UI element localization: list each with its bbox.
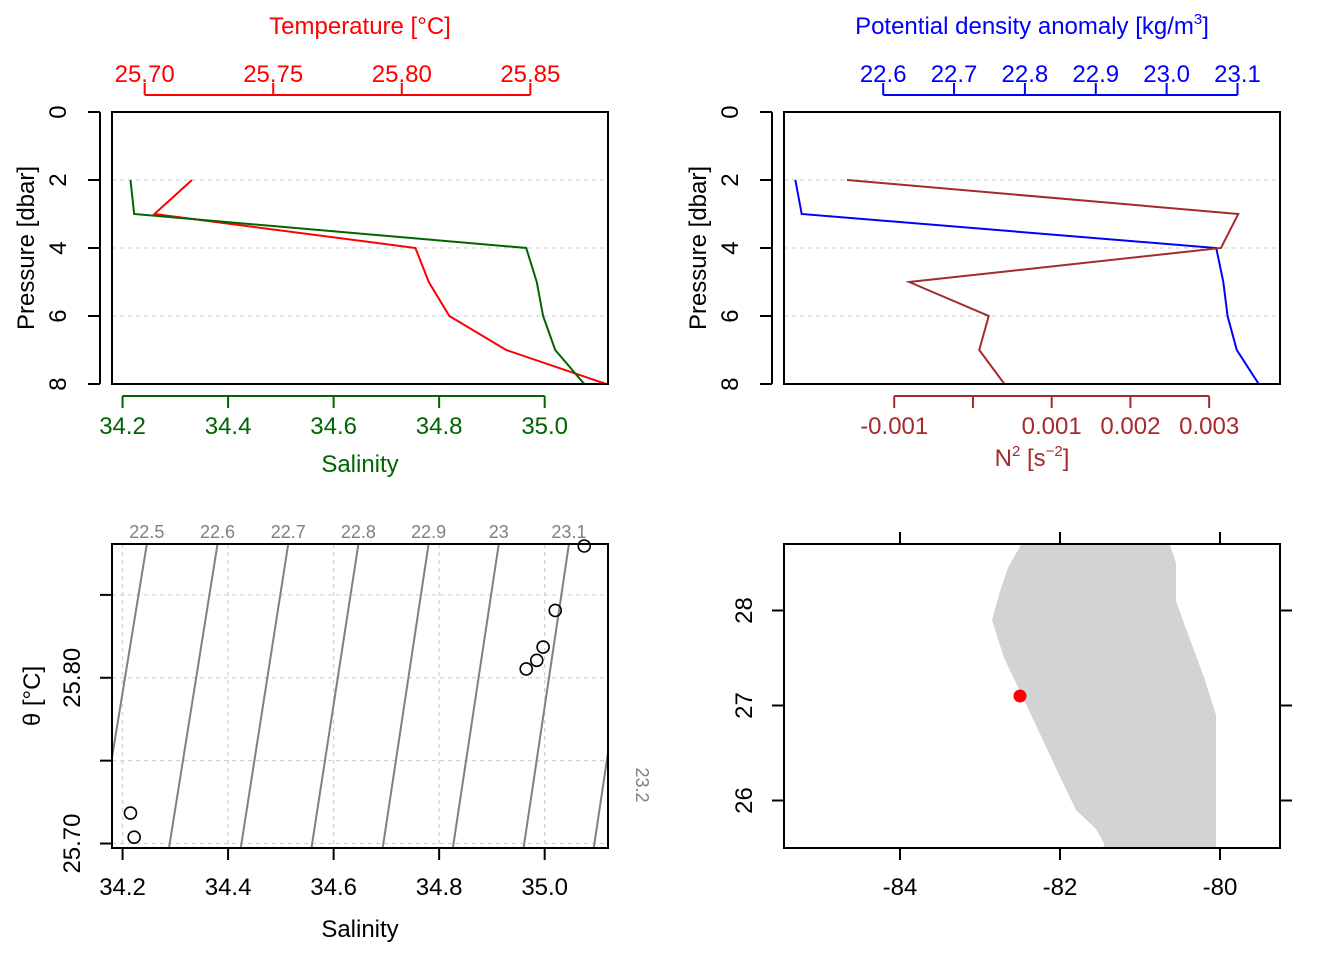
y-tick-label: 25.80 [59, 648, 86, 708]
bottom-tick-label: 0.001 [1022, 413, 1082, 440]
bottom-axis-label: Salinity [321, 451, 398, 478]
isopycnal-lines [112, 544, 608, 848]
y-tick-label: 8 [717, 377, 744, 390]
isopycnal-line [112, 544, 148, 764]
plot-frame [111, 543, 609, 849]
map-frame [783, 543, 1281, 849]
x-tick-label: 35.0 [521, 874, 568, 901]
plot-frame [111, 111, 609, 385]
x-tick-label: 34.8 [416, 874, 463, 901]
bottom-tick-label: 34.2 [99, 413, 146, 440]
panel-ts-diagram: 22.5 22.6 22.7 22.8 22.9 23 23.1 23.2 34.2 34.4 34… [19, 522, 652, 943]
top-axis-label: Potential density anomaly [kg/m3] [855, 11, 1209, 40]
top-tick-label: 22.8 [1002, 61, 1049, 88]
bottom-tick-label: -0.001 [860, 413, 928, 440]
y-tick-label: 2 [717, 173, 744, 186]
isopycnal-line [167, 544, 219, 848]
x-tick-label: -80 [1203, 874, 1238, 901]
isopycnal-label: 22.7 [271, 522, 306, 542]
y-tick-label: 25.70 [59, 813, 86, 873]
station-marker [1013, 689, 1027, 703]
bottom-axis-label: N2 [s−2] [995, 443, 1070, 472]
x-axis-label: Salinity [321, 916, 398, 943]
top-tick-label: 25.85 [500, 61, 560, 88]
data-point [127, 830, 141, 845]
series-line-0 [152, 179, 607, 385]
data-point [536, 640, 550, 654]
x-tick-label: 34.4 [205, 874, 252, 901]
y-axis-label: θ [°C] [19, 666, 46, 726]
top-tick-label: 22.6 [860, 61, 907, 88]
x-tick-label: -82 [1043, 874, 1078, 901]
bottom-tick-label: 0.002 [1100, 413, 1160, 440]
data-point [123, 806, 138, 820]
isopycnal-label: 23 [489, 522, 509, 542]
data-point [577, 539, 592, 553]
bottom-tick-label: 34.6 [310, 413, 357, 440]
x-tick-label: -84 [883, 874, 918, 901]
y-tick-label: 28 [731, 597, 758, 624]
top-tick-label: 25.75 [243, 61, 303, 88]
isopycnal-line [381, 544, 430, 848]
y-tick-label: 8 [45, 377, 72, 390]
y-axis-label: Pressure [dbar] [13, 166, 40, 330]
y-tick-label: 6 [45, 309, 72, 322]
x-tick-label: 34.2 [99, 874, 146, 901]
isopycnal-line [451, 544, 500, 848]
y-tick-label: 6 [717, 309, 744, 322]
top-tick-label: 22.7 [931, 61, 978, 88]
isopycnal-line [592, 745, 608, 848]
isopycnal-line [310, 544, 360, 848]
isopycnal-label: 23.1 [551, 522, 586, 542]
y-tick-label: 2 [45, 173, 72, 186]
series-line-1 [129, 179, 586, 385]
series-line-1 [846, 179, 1240, 385]
y-tick-label: 0 [45, 105, 72, 118]
isopycnal-label: 22.5 [129, 522, 164, 542]
top-tick-label: 23.0 [1143, 61, 1190, 88]
data-point [548, 603, 563, 618]
map-layer [992, 544, 1216, 848]
y-tick-label: 0 [717, 105, 744, 118]
isopycnal-label: 22.9 [411, 522, 446, 542]
y-tick-label: 4 [717, 241, 744, 254]
plot-frame [783, 111, 1281, 385]
top-tick-label: 23.1 [1214, 61, 1261, 88]
bottom-tick-label: 34.8 [416, 413, 463, 440]
data-point [529, 653, 544, 668]
isopycnal-line [239, 544, 290, 848]
y-axis-label: Pressure [dbar] [685, 166, 712, 330]
isopycnal-line [522, 544, 570, 848]
y-tick-label: 26 [731, 787, 758, 814]
x-tick-label: 34.6 [310, 874, 357, 901]
bottom-tick-label: 0.003 [1179, 413, 1239, 440]
y-tick-label: 4 [45, 241, 72, 254]
top-tick-label: 22.9 [1072, 61, 1119, 88]
bottom-tick-label: 34.4 [205, 413, 252, 440]
data-point [519, 662, 534, 676]
panel-temperature-salinity: 0 2 4 6 8 Pressure [dbar] 25.70 25.75 25.80 25.85… [13, 13, 609, 478]
isopycnal-label: 23.2 [632, 767, 652, 802]
land-polygon [992, 544, 1216, 848]
isopycnal-label: 22.8 [341, 522, 376, 542]
bottom-tick-label: 35.0 [521, 413, 568, 440]
top-tick-label: 25.80 [372, 61, 432, 88]
panel-station-map: -84 -82 -80 26 27 28 [731, 532, 1292, 901]
isopycnal-label: 22.6 [200, 522, 235, 542]
panel-density-n2: 0 2 4 6 8 Pressure [dbar] 22.6 22.7 22.8 22.9 23.0… [685, 11, 1281, 472]
top-axis-label: Temperature [°C] [269, 13, 451, 40]
series-line-0 [794, 179, 1260, 385]
top-tick-label: 25.70 [115, 61, 175, 88]
y-tick-label: 27 [731, 692, 758, 719]
